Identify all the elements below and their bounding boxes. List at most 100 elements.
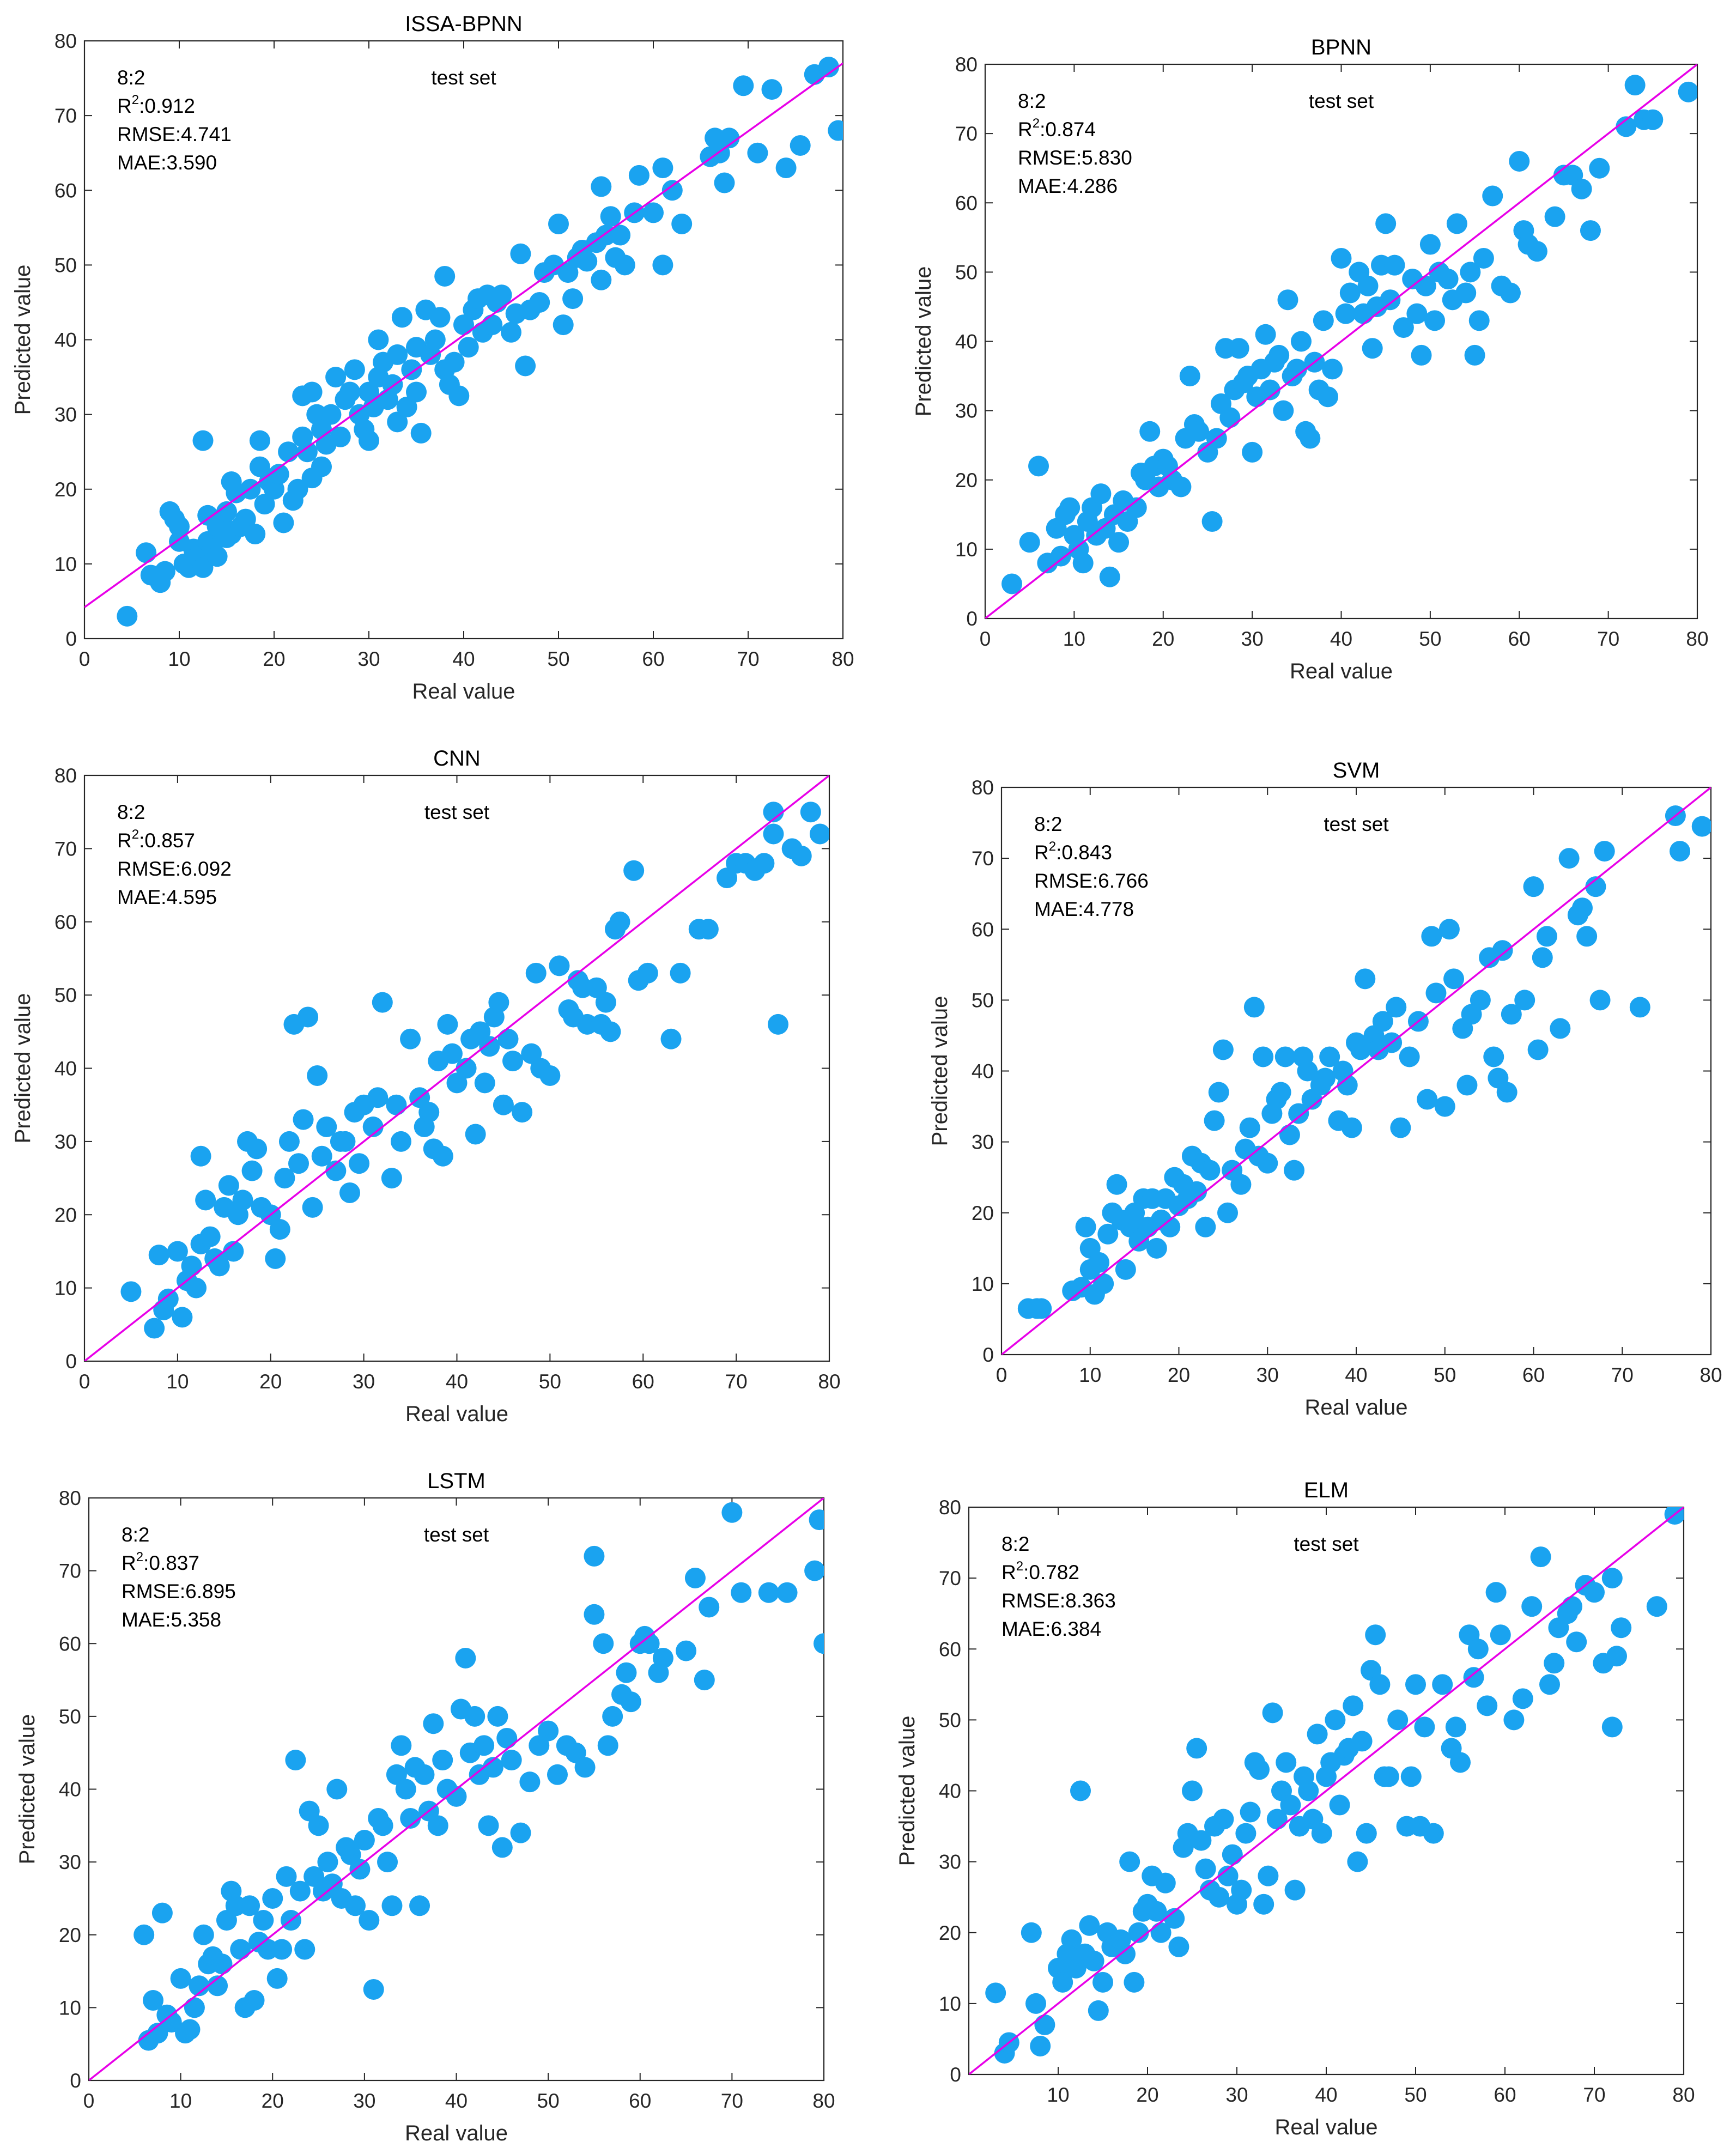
x-tick-label: 70: [725, 1370, 748, 1393]
data-point: [192, 430, 214, 451]
data-point: [1473, 247, 1494, 269]
mae-label: MAE:6.384: [1001, 1618, 1101, 1640]
data-point: [1168, 1936, 1189, 1957]
data-point: [1550, 1018, 1571, 1039]
data-point: [763, 823, 784, 845]
y-tick-label: 10: [59, 1997, 81, 2019]
r2-label: R2:0.874: [1018, 116, 1096, 141]
x-tick-label: 40: [446, 1370, 468, 1393]
y-axis-label: Predicted value: [912, 266, 936, 417]
data-point: [1099, 566, 1120, 587]
data-point: [184, 1997, 205, 2018]
data-point: [432, 1145, 453, 1167]
data-point: [218, 1175, 239, 1196]
data-point: [1259, 379, 1280, 401]
data-point: [1240, 1801, 1261, 1823]
data-point: [553, 314, 574, 336]
y-tick-label: 0: [70, 2070, 81, 2092]
data-point: [1097, 1223, 1119, 1245]
x-tick-label: 20: [1136, 2084, 1158, 2106]
data-point: [1219, 407, 1241, 428]
data-point: [1611, 1617, 1632, 1639]
x-tick-label: 30: [353, 2090, 375, 2112]
data-point: [144, 1318, 165, 1339]
data-point: [1266, 1809, 1288, 1830]
data-point: [117, 605, 138, 627]
data-point: [293, 1109, 314, 1130]
y-tick-label: 40: [972, 1060, 994, 1083]
x-tick-label: 20: [1168, 1364, 1190, 1386]
data-point: [671, 213, 693, 234]
y-axis-label: Predicted value: [15, 1714, 39, 1865]
fit-line: [969, 1507, 1684, 2074]
data-point: [278, 1131, 300, 1152]
data-point: [758, 1582, 779, 1603]
data-point: [479, 1036, 500, 1057]
data-point: [390, 1131, 411, 1152]
data-point: [1387, 1709, 1409, 1731]
data-point: [1059, 497, 1081, 518]
y-tick-label: 40: [955, 331, 978, 353]
data-point: [1313, 310, 1334, 331]
x-tick-label: 30: [1241, 628, 1264, 650]
data-point: [519, 1771, 541, 1793]
data-point: [288, 1153, 309, 1174]
data-point: [502, 1051, 524, 1072]
mae-label: MAE:4.595: [117, 886, 217, 908]
data-point: [391, 1735, 412, 1756]
data-point: [1424, 310, 1446, 331]
data-point: [1270, 1082, 1291, 1103]
y-tick-label: 20: [939, 1922, 961, 1944]
data-point: [1670, 841, 1691, 862]
data-point: [501, 321, 521, 343]
data-point: [1331, 247, 1352, 269]
chart-title: ISSA-BPNN: [405, 12, 523, 36]
data-point: [367, 1087, 389, 1108]
data-point: [230, 1939, 251, 1960]
set-label: test set: [424, 801, 490, 823]
data-point: [465, 1124, 486, 1145]
data-point: [1503, 1709, 1525, 1731]
data-point: [576, 251, 598, 272]
data-point: [719, 128, 740, 149]
data-point: [761, 79, 782, 100]
data-point: [1075, 1216, 1096, 1237]
data-point: [809, 823, 829, 845]
data-point: [262, 1888, 283, 1909]
fit-line: [985, 64, 1697, 618]
data-point: [1378, 1766, 1399, 1787]
data-point: [249, 430, 270, 451]
data-point: [1030, 2035, 1051, 2056]
ratio-label: 8:2: [122, 1524, 149, 1546]
data-point: [790, 135, 811, 156]
data-point: [985, 1982, 1006, 2004]
data-point: [372, 1815, 393, 1836]
data-point: [1276, 1752, 1297, 1773]
data-point: [1286, 359, 1307, 380]
data-point: [274, 1168, 295, 1189]
data-point: [1230, 1174, 1252, 1195]
data-point: [623, 860, 645, 881]
data-point: [1400, 1766, 1422, 1787]
data-point: [1072, 553, 1094, 574]
data-point: [1070, 1780, 1091, 1801]
data-point: [488, 992, 509, 1013]
data-point: [637, 962, 658, 984]
data-point: [216, 501, 237, 522]
data-point: [1450, 1752, 1471, 1773]
data-point: [593, 1633, 614, 1654]
data-point: [557, 262, 579, 283]
data-point: [1399, 1046, 1420, 1067]
x-tick-label: 60: [1522, 1364, 1545, 1386]
data-point: [1527, 1039, 1549, 1060]
data-point: [294, 1939, 315, 1960]
data-point: [401, 359, 422, 380]
x-tick-label: 0: [83, 2090, 95, 2112]
data-point: [444, 351, 465, 373]
data-point: [363, 1979, 384, 2000]
data-point: [602, 1706, 623, 1727]
y-tick-label: 50: [54, 254, 77, 276]
data-point: [307, 1065, 328, 1086]
data-point: [610, 224, 631, 246]
y-tick-label: 70: [54, 838, 77, 860]
